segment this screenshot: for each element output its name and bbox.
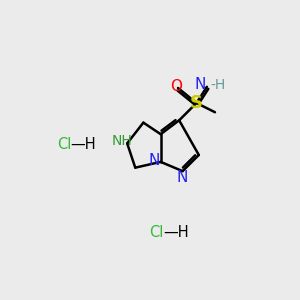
Text: S: S bbox=[190, 94, 203, 112]
Text: N: N bbox=[148, 153, 160, 168]
Text: O: O bbox=[170, 79, 182, 94]
Text: Cl: Cl bbox=[57, 137, 71, 152]
Text: Cl: Cl bbox=[149, 225, 164, 240]
Text: -H: -H bbox=[210, 78, 226, 92]
Text: —H: —H bbox=[70, 137, 96, 152]
Text: N: N bbox=[177, 170, 188, 185]
Text: —H: —H bbox=[163, 225, 189, 240]
Text: NH: NH bbox=[112, 134, 133, 148]
Text: N: N bbox=[194, 77, 206, 92]
